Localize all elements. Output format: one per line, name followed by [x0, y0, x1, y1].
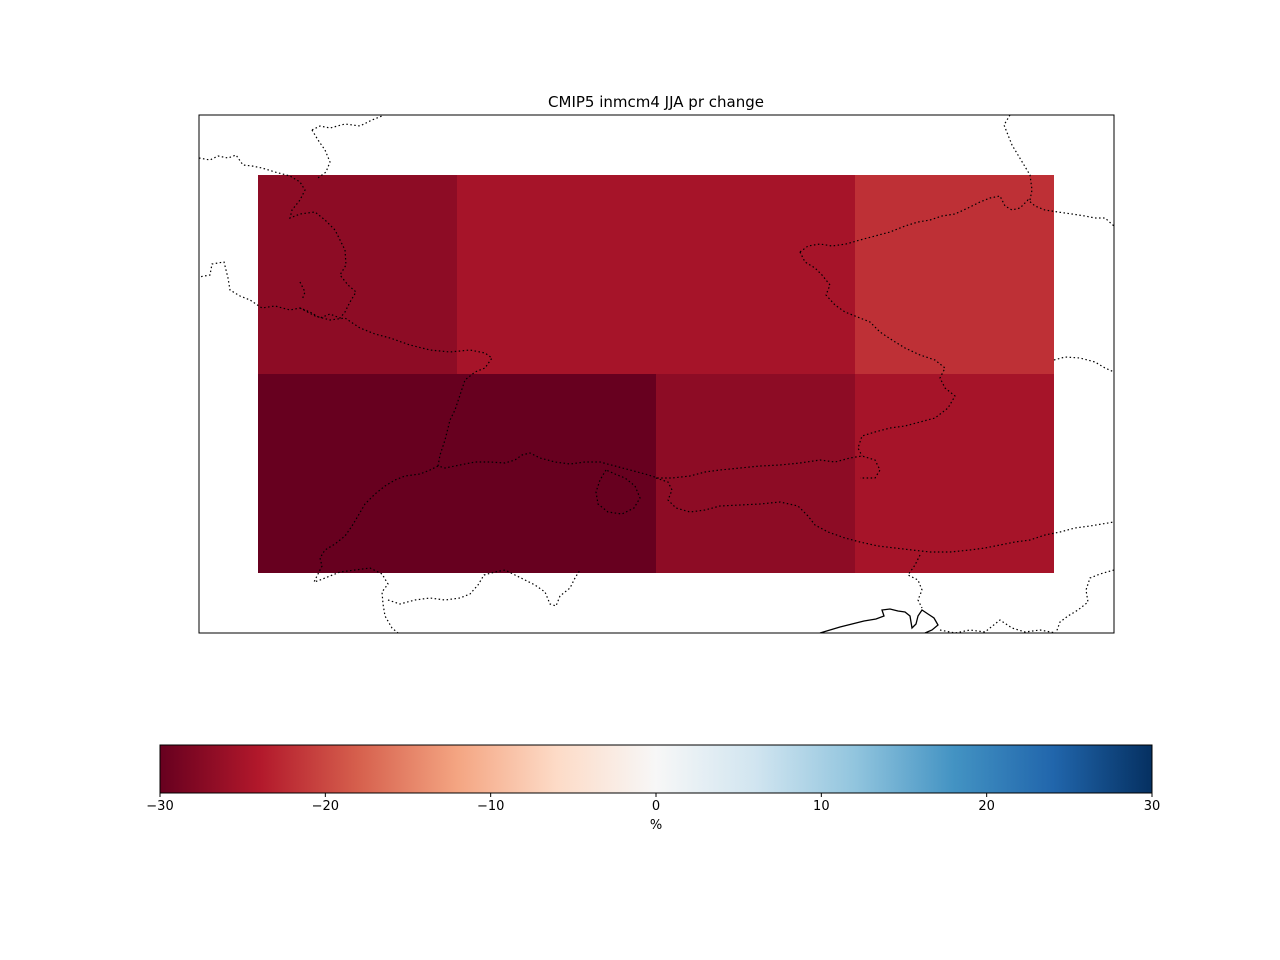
map-frame: [198, 114, 1115, 634]
colorbar-tick-label: 30: [1144, 799, 1161, 814]
border-line: [799, 251, 956, 457]
border-line: [311, 129, 331, 179]
border-line: [1003, 115, 1033, 201]
border-line: [1055, 569, 1114, 633]
map-area: [198, 114, 1115, 634]
colorbar-tick-label: −20: [312, 799, 339, 814]
colorbar-tick-label: −10: [477, 799, 504, 814]
colorbar-tick-label: −30: [146, 799, 173, 814]
grid-cell: [457, 175, 656, 374]
border-line: [311, 115, 383, 131]
grid-cell: [258, 175, 457, 374]
border-line: [1053, 356, 1114, 373]
border-line: [939, 619, 1057, 633]
border-line: [907, 554, 923, 609]
border-line: [299, 281, 306, 301]
border-line: [387, 569, 581, 607]
colorbar-tick-label: 0: [652, 799, 660, 814]
grid-cell: [656, 175, 855, 374]
colorbar-ticks: −30 −20 −10 0 10 20 30: [146, 793, 1160, 814]
grid-cell: [855, 175, 1054, 374]
map-title: CMIP5 inmcm4 JJA pr change: [548, 93, 764, 111]
coastline: [819, 608, 939, 633]
grid-cell: [258, 374, 457, 573]
grid-cells: [258, 175, 1054, 573]
coastline-line: [819, 608, 939, 633]
colorbar-gradient: [159, 744, 1153, 794]
colorbar: −30 −20 −10 0 10 20 30 %: [146, 744, 1160, 833]
colorbar-unit-label: %: [650, 818, 662, 833]
grid-cell: [457, 374, 656, 573]
colorbar-tick-label: 10: [813, 799, 830, 814]
colorbar-tick-label: 20: [978, 799, 995, 814]
country-borders: [199, 115, 1114, 633]
border-line: [655, 477, 1114, 553]
border-line: [595, 469, 641, 515]
grid-cell: [656, 374, 855, 573]
border-line: [312, 465, 439, 633]
grid-cell: [855, 374, 1054, 573]
